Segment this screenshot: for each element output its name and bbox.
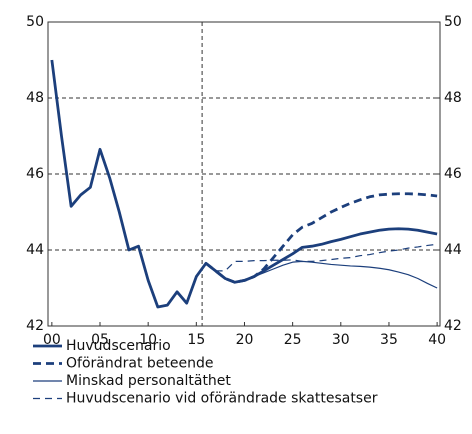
plot-frame <box>47 21 441 327</box>
legend-label: Oförändrat beteende <box>66 356 213 372</box>
y-tick-label: 50 <box>26 14 44 30</box>
x-tick-label: 05 <box>91 332 109 348</box>
x-tick-label: 25 <box>284 332 302 348</box>
y2-tick-label: 46 <box>444 166 462 182</box>
series-line <box>205 192 438 284</box>
y-tick-label: 42 <box>26 318 44 334</box>
x-tick-label: 35 <box>380 332 398 348</box>
x-tick-label: 20 <box>236 332 254 348</box>
y2-tick-label: 48 <box>444 90 462 106</box>
y2-tick-label: 44 <box>444 242 462 258</box>
legend-label: Huvudscenario vid oförändrade skattesats… <box>66 391 378 407</box>
x-tick-label: 15 <box>187 332 205 348</box>
y-tick-label: 44 <box>26 242 44 258</box>
x-tick-label: 10 <box>139 332 157 348</box>
x-tick-label: 30 <box>332 332 350 348</box>
legend-label: Huvudscenario <box>66 338 171 354</box>
series-line <box>50 59 438 309</box>
series-line <box>215 243 438 272</box>
x-tick-label: 40 <box>428 332 446 348</box>
series-line <box>205 260 438 289</box>
y2-tick-label: 50 <box>444 14 462 30</box>
y2-tick-label: 42 <box>444 318 462 334</box>
y-tick-label: 46 <box>26 166 44 182</box>
y-tick-label: 48 <box>26 90 44 106</box>
x-tick-label: 00 <box>43 332 61 348</box>
legend-label: Minskad personaltäthet <box>66 373 231 389</box>
